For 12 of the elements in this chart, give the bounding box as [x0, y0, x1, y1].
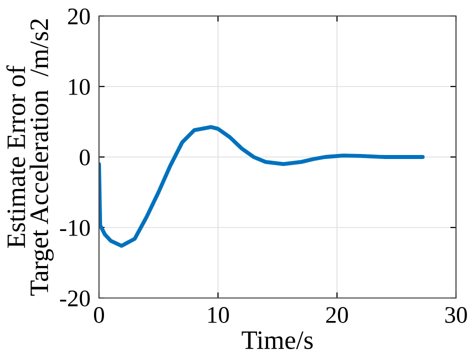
y-tick-label: 10: [69, 78, 90, 95]
x-tick-label: 30: [445, 307, 467, 323]
y-tick-label: 0: [80, 149, 90, 166]
y-axis-title: Estimate Error of Target Acceleration /m/s2: [6, 19, 54, 296]
x-tick-label: 20: [326, 307, 348, 323]
y-tick-label: -20: [60, 290, 90, 306]
y-tick-label: 20: [68, 8, 90, 24]
x-tick-label: 10: [208, 307, 229, 323]
y-tick-label: -10: [60, 220, 90, 236]
x-tick-label: 0: [94, 307, 104, 323]
x-axis-title: Time/s: [242, 331, 313, 350]
line-series: [99, 125, 425, 248]
